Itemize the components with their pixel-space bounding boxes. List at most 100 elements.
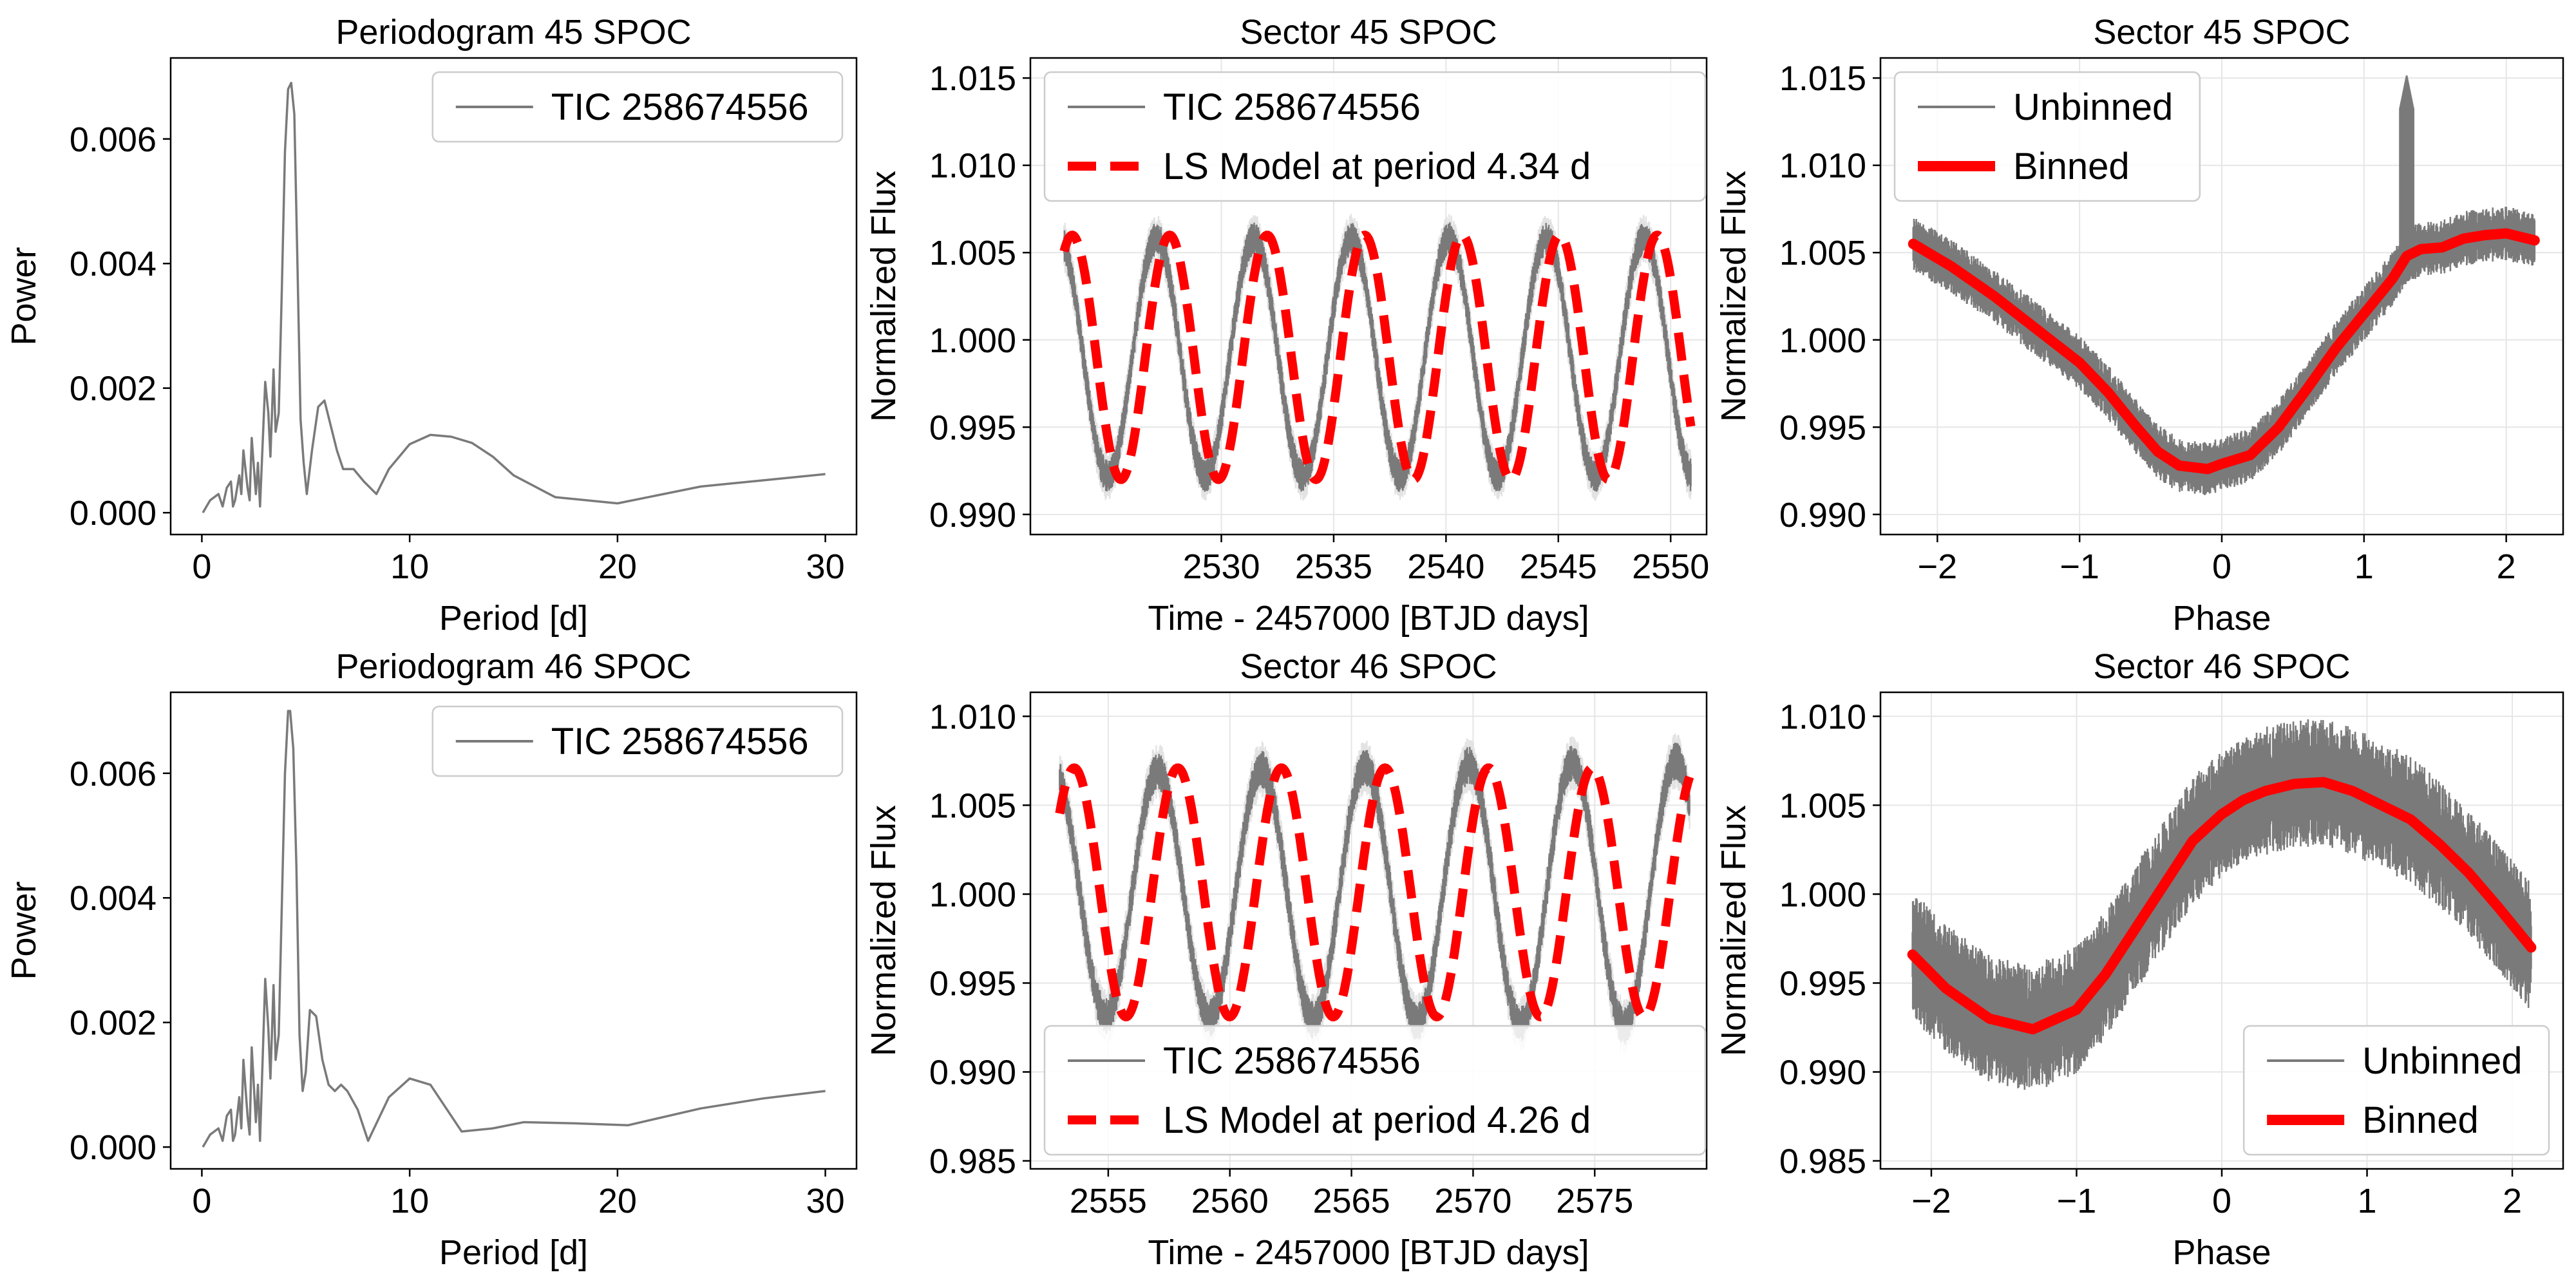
y-tick-label: 1.015 — [1779, 59, 1866, 98]
legend: Unbinned Binned — [2242, 1025, 2550, 1156]
legend-box — [431, 71, 844, 143]
y-tick-label: 0.002 — [70, 1004, 156, 1043]
y-tick-label: 0.000 — [70, 494, 156, 533]
series-tic-258674556-band — [1059, 743, 1690, 1045]
panel-p4: 0 10 20 30 0.000 0.002 0.004 0.006 Periodogram 4… — [5, 647, 858, 1272]
panel-p3: −2 −1 0 1 2 0.990 0.995 1.000 1.005 1.010 1.015 Sec… — [1714, 13, 2564, 638]
x-tick-label: 2555 — [1070, 1182, 1147, 1220]
y-tick-label: 1.010 — [1779, 697, 1866, 736]
legend: TIC 258674556 — [431, 705, 844, 777]
legend: TIC 258674556 LS Model at period 4.34 d — [1043, 71, 1707, 202]
y-tick-label: 1.000 — [929, 875, 1016, 914]
x-tick-label: −2 — [1918, 547, 1958, 586]
y-tick-label: 1.000 — [1779, 875, 1866, 914]
y-tick-label: 1.000 — [929, 321, 1016, 360]
legend-box — [1043, 1025, 1707, 1156]
x-tick-label: 0 — [2212, 1182, 2231, 1220]
y-tick-label: 1.000 — [1779, 321, 1866, 360]
y-axis-label: Normalized Flux — [864, 805, 903, 1056]
legend-label: TIC 258674556 — [551, 86, 809, 128]
plot-area — [202, 81, 826, 514]
legend-label: LS Model at period 4.34 d — [1163, 146, 1591, 187]
x-tick-label: 30 — [806, 1182, 845, 1220]
panel-p6: −2 −1 0 1 2 0.985 0.990 0.995 1.000 1.005 1.010 Sec… — [1714, 647, 2564, 1272]
chart-title: Sector 46 SPOC — [1240, 647, 1497, 686]
legend-box — [431, 705, 844, 777]
y-tick-label: 0.995 — [1779, 408, 1866, 447]
y-tick-label: 0.985 — [929, 1142, 1016, 1181]
x-tick-label: 30 — [806, 547, 845, 586]
axes-frame — [169, 57, 858, 536]
y-tick-label: 0.006 — [70, 755, 156, 793]
series-ls-model-at-period-4-26-d-line — [1055, 763, 1694, 1022]
legend-label: LS Model at period 4.26 d — [1163, 1099, 1591, 1141]
x-tick-label: 2560 — [1191, 1182, 1269, 1220]
y-axis-label: Power — [5, 881, 43, 980]
x-tick-label: −1 — [2060, 547, 2099, 586]
y-tick-label: 0.990 — [929, 1054, 1016, 1092]
legend-label: TIC 258674556 — [551, 721, 809, 762]
x-axis-label: Time - 2457000 [BTJD days] — [1148, 1233, 1589, 1272]
chart-title: Sector 45 SPOC — [1240, 13, 1497, 52]
x-tick-label: 10 — [390, 547, 429, 586]
y-tick-label: 0.990 — [1779, 496, 1866, 535]
legend-label: TIC 258674556 — [1163, 1040, 1421, 1082]
y-tick-label: 0.000 — [70, 1128, 156, 1167]
plot-area — [1055, 733, 1694, 1053]
legend-label: Unbinned — [2013, 86, 2173, 128]
x-tick-label: 0 — [192, 547, 211, 586]
y-axis-label: Normalized Flux — [1714, 171, 1753, 422]
plot-area — [1059, 214, 1696, 501]
series-ls-model-at-period-4-34-d-line — [1059, 230, 1696, 484]
y-tick-label: 1.010 — [929, 147, 1016, 185]
y-tick-label: 1.010 — [929, 697, 1016, 736]
panel-p5: 2555 2560 2565 2570 2575 0.985 0.990 0.995 1.000… — [864, 647, 1708, 1272]
series-tic-258674556-line — [202, 710, 826, 1148]
series-binned-line — [1907, 777, 2537, 1035]
legend-box — [1043, 71, 1707, 202]
y-tick-label: 1.010 — [1779, 147, 1866, 185]
panel-p1: 0 10 20 30 0.000 0.002 0.004 0.006 Periodogram 4… — [5, 13, 858, 638]
legend-label: TIC 258674556 — [1163, 86, 1421, 128]
plot-area — [1907, 719, 2537, 1090]
y-tick-label: 0.004 — [70, 245, 156, 283]
chart-title: Periodogram 45 SPOC — [336, 13, 691, 52]
y-tick-label: 0.990 — [1779, 1054, 1866, 1092]
x-tick-label: 2545 — [1520, 547, 1597, 586]
y-tick-label: 1.015 — [929, 59, 1016, 98]
chart-title: Sector 45 SPOC — [2093, 13, 2350, 52]
y-tick-label: 0.995 — [929, 408, 1016, 447]
x-tick-label: 2 — [2497, 547, 2516, 586]
x-tick-label: −2 — [1911, 1182, 1951, 1220]
x-tick-label: −1 — [2057, 1182, 2097, 1220]
x-tick-label: 0 — [2212, 547, 2231, 586]
y-tick-label: 1.005 — [929, 786, 1016, 825]
legend: TIC 258674556 — [431, 71, 844, 143]
y-tick-label: 0.006 — [70, 120, 156, 159]
x-tick-label: 1 — [2354, 547, 2374, 586]
y-tick-label: 0.995 — [1779, 964, 1866, 1003]
series-binned-line — [1908, 228, 2540, 475]
x-axis-label: Phase — [2172, 1233, 2271, 1272]
x-tick-label: 2575 — [1556, 1182, 1633, 1220]
x-tick-label: 2540 — [1407, 547, 1484, 586]
legend-label: Binned — [2362, 1099, 2479, 1141]
legend-label: Unbinned — [2362, 1040, 2522, 1082]
x-tick-label: 2550 — [1632, 547, 1709, 586]
axes-frame — [1029, 691, 1708, 1170]
x-tick-label: 2 — [2503, 1182, 2522, 1220]
y-tick-label: 1.005 — [929, 234, 1016, 272]
x-axis-label: Period [d] — [439, 1233, 588, 1272]
y-tick-label: 0.990 — [929, 496, 1016, 535]
chart-title: Periodogram 46 SPOC — [336, 647, 691, 686]
y-tick-label: 0.004 — [70, 879, 156, 918]
x-tick-label: 2530 — [1182, 547, 1260, 586]
x-tick-label: 2565 — [1312, 1182, 1390, 1220]
x-axis-label: Phase — [2172, 599, 2271, 638]
y-tick-label: 0.002 — [70, 370, 156, 408]
plot-area — [202, 710, 826, 1148]
y-axis-label: Normalized Flux — [1714, 805, 1753, 1056]
panel-p2: 2530 2535 2540 2545 2550 0.990 0.995 1.000 1.005… — [864, 13, 1709, 638]
y-axis-label: Normalized Flux — [864, 171, 903, 422]
